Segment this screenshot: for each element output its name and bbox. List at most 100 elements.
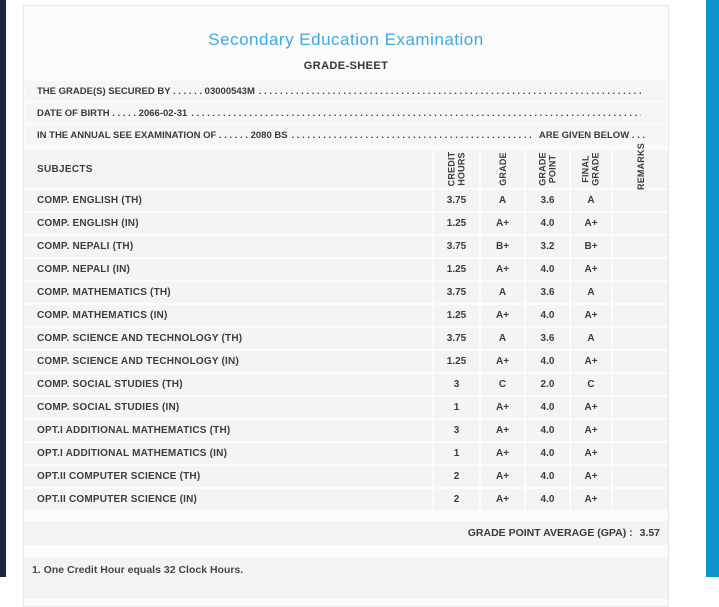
- final-grade-cell: A+: [571, 443, 613, 466]
- subject-cell: OPT.I ADDITIONAL MATHEMATICS (TH): [24, 420, 434, 443]
- subject-cell: OPT.II COMPUTER SCIENCE (TH): [24, 466, 434, 489]
- remarks-cell: [613, 351, 668, 374]
- table-row: COMP. SCIENCE AND TECHNOLOGY (TH) 3.75 A…: [24, 328, 668, 351]
- grade-cell: A: [481, 282, 526, 305]
- gpa-value: 3.57: [639, 527, 660, 539]
- column-header-subjects: SUBJECTS: [24, 150, 434, 190]
- subject-cell: COMP. MATHEMATICS (TH): [24, 282, 434, 305]
- dot-leader: . . . . . . . . . . . . . . . . . . . . …: [291, 129, 535, 141]
- final-grade-cell: A+: [571, 420, 613, 443]
- subject-cell: COMP. SCIENCE AND TECHNOLOGY (IN): [24, 351, 434, 374]
- grade-cell: B+: [481, 236, 526, 259]
- credit-hours-cell: 1.25: [434, 259, 481, 282]
- table-row: OPT.II COMPUTER SCIENCE (IN) 2 A+ 4.0 A+: [24, 489, 668, 512]
- grades-table: SUBJECTS CREDIT HOURS GRADE GRADE POINT …: [24, 143, 668, 512]
- final-grade-cell: A+: [571, 305, 613, 328]
- subject-cell: COMP. SOCIAL STUDIES (IN): [24, 397, 434, 420]
- credit-hours-cell: 1.25: [434, 351, 481, 374]
- left-accent-bar: [0, 0, 6, 577]
- credit-hours-cell: 1: [434, 443, 481, 466]
- info-line-text: DATE OF BIRTH . . . . . 2066-02-31: [37, 107, 188, 119]
- subject-cell: COMP. ENGLISH (TH): [24, 190, 434, 213]
- final-grade-cell: A+: [571, 489, 613, 512]
- final-grade-cell: A+: [571, 397, 613, 420]
- remarks-cell: [613, 213, 668, 236]
- table-row: COMP. NEPALI (TH) 3.75 B+ 3.2 B+: [24, 236, 668, 259]
- grade-point-cell: 4.0: [526, 443, 571, 466]
- table-row: COMP. MATHEMATICS (IN) 1.25 A+ 4.0 A+: [24, 305, 668, 328]
- grade-cell: A+: [481, 443, 526, 466]
- right-accent-bar: [706, 0, 719, 577]
- table-row: COMP. MATHEMATICS (TH) 3.75 A 3.6 A: [24, 282, 668, 305]
- grade-point-cell: 4.0: [526, 305, 571, 328]
- column-header-grade-point: GRADE POINT: [526, 150, 571, 190]
- remarks-cell: [613, 489, 668, 512]
- dot-leader: . . . . . . . . . . . . . . . . . . . . …: [258, 85, 641, 97]
- remarks-cell: [613, 466, 668, 489]
- credit-hours-cell: 3: [434, 374, 481, 397]
- grade-point-cell: 3.2: [526, 236, 571, 259]
- grade-point-cell: 4.0: [526, 259, 571, 282]
- final-grade-cell: B+: [571, 236, 613, 259]
- credit-hours-cell: 3.75: [434, 236, 481, 259]
- credit-hours-cell: 1: [434, 397, 481, 420]
- table-row: OPT.I ADDITIONAL MATHEMATICS (IN) 1 A+ 4…: [24, 443, 668, 466]
- subject-cell: COMP. NEPALI (TH): [24, 236, 434, 259]
- grade-point-cell: 4.0: [526, 351, 571, 374]
- remarks-cell: [613, 420, 668, 443]
- remarks-cell: [613, 397, 668, 420]
- final-grade-cell: A+: [571, 259, 613, 282]
- remarks-cell: [613, 443, 668, 466]
- grade-cell: A+: [481, 466, 526, 489]
- table-row: COMP. ENGLISH (TH) 3.75 A 3.6 A: [24, 190, 668, 213]
- table-row: COMP. NEPALI (IN) 1.25 A+ 4.0 A+: [24, 259, 668, 282]
- remarks-cell: [613, 282, 668, 305]
- credit-hours-cell: 2: [434, 489, 481, 512]
- grade-point-cell: 4.0: [526, 420, 571, 443]
- subject-cell: COMP. SCIENCE AND TECHNOLOGY (TH): [24, 328, 434, 351]
- credit-hours-cell: 3.75: [434, 190, 481, 213]
- credit-hours-cell: 1.25: [434, 213, 481, 236]
- subject-cell: COMP. ENGLISH (IN): [24, 213, 434, 236]
- table-row: COMP. ENGLISH (IN) 1.25 A+ 4.0 A+: [24, 213, 668, 236]
- grade-point-cell: 3.6: [526, 190, 571, 213]
- grade-cell: A+: [481, 420, 526, 443]
- grade-point-cell: 3.6: [526, 328, 571, 351]
- final-grade-cell: A+: [571, 213, 613, 236]
- info-line-text: IN THE ANNUAL SEE EXAMINATION OF . . . .…: [37, 129, 288, 141]
- final-grade-cell: A: [571, 282, 613, 305]
- column-header-grade: GRADE: [481, 150, 526, 190]
- column-header-credit-hours: CREDIT HOURS: [434, 150, 481, 190]
- subject-cell: COMP. MATHEMATICS (IN): [24, 305, 434, 328]
- gpa-label: GRADE POINT AVERAGE (GPA) :: [467, 527, 633, 539]
- credit-hours-cell: 1.25: [434, 305, 481, 328]
- remarks-cell: [613, 259, 668, 282]
- page-title: Secondary Education Examination: [208, 30, 484, 49]
- grade-cell: A: [481, 328, 526, 351]
- grade-point-cell: 4.0: [526, 466, 571, 489]
- grade-table-body: COMP. ENGLISH (TH) 3.75 A 3.6 A COMP. EN…: [24, 190, 668, 512]
- subject-cell: COMP. SOCIAL STUDIES (TH): [24, 374, 434, 397]
- info-line-text: THE GRADE(S) SECURED BY . . . . . . 0300…: [37, 85, 255, 97]
- grade-sheet-panel: Secondary Education Examination GRADE-SH…: [23, 5, 669, 607]
- grade-cell: A: [481, 190, 526, 213]
- credit-hours-cell: 3: [434, 420, 481, 443]
- final-grade-cell: A: [571, 190, 613, 213]
- info-line-grades-secured-by: THE GRADE(S) SECURED BY . . . . . . 0300…: [25, 81, 667, 101]
- grade-point-cell: 4.0: [526, 213, 571, 236]
- grade-point-cell: 3.6: [526, 282, 571, 305]
- final-grade-cell: A+: [571, 466, 613, 489]
- final-grade-cell: A+: [571, 351, 613, 374]
- info-line-suffix: ARE GIVEN BELOW . . .: [538, 129, 645, 141]
- credit-hours-cell: 2: [434, 466, 481, 489]
- remarks-cell: [613, 236, 668, 259]
- grade-point-cell: 4.0: [526, 397, 571, 420]
- table-row: COMP. SOCIAL STUDIES (TH) 3 C 2.0 C: [24, 374, 668, 397]
- gpa-summary-row: GRADE POINT AVERAGE (GPA) : 3.57: [24, 521, 668, 545]
- grade-cell: A+: [481, 213, 526, 236]
- credit-hours-cell: 3.75: [434, 328, 481, 351]
- grade-cell: A+: [481, 351, 526, 374]
- remarks-cell: [613, 190, 668, 213]
- info-line-examination-year: IN THE ANNUAL SEE EXAMINATION OF . . . .…: [25, 125, 667, 145]
- subject-cell: OPT.II COMPUTER SCIENCE (IN): [24, 489, 434, 512]
